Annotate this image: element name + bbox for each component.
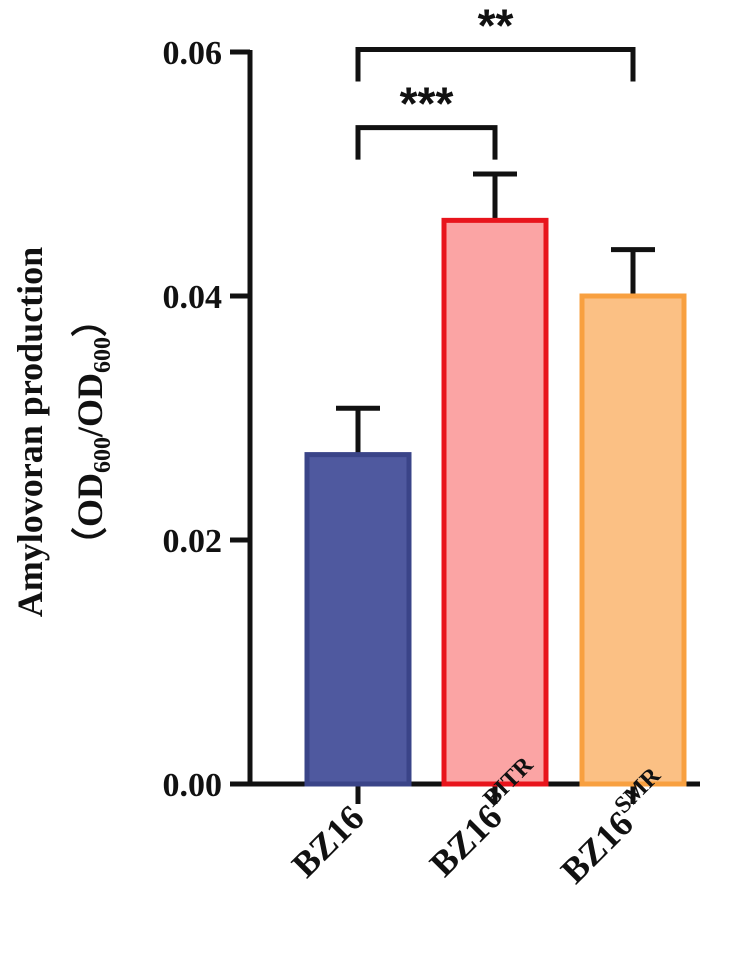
y-tick-label-1: 0.02 bbox=[163, 523, 223, 560]
category-label-0: BZ16 bbox=[284, 797, 372, 885]
bar-2 bbox=[579, 293, 687, 787]
y-axis-title-line1: Amylovoran production bbox=[10, 247, 50, 617]
category-label-text-0: BZ16 bbox=[284, 797, 372, 885]
bars bbox=[304, 171, 687, 787]
y-tick-label-2: 0.04 bbox=[163, 279, 223, 316]
bar-1 bbox=[441, 217, 549, 787]
y-axis-unit: （OD600/OD600） bbox=[70, 301, 116, 563]
significance-brackets: ***** bbox=[355, 0, 636, 160]
y-tick-label-0: 0.00 bbox=[163, 767, 223, 804]
y-tick-label-3: 0.06 bbox=[163, 35, 223, 72]
sig-label-0: ** bbox=[478, 0, 514, 52]
y-axis-title: Amylovoran production bbox=[10, 247, 50, 617]
sig-bracket-1 bbox=[355, 125, 498, 160]
sig-bracket-0 bbox=[355, 47, 636, 82]
bar-0 bbox=[304, 452, 412, 787]
y-axis-unit-text: （OD600/OD600） bbox=[70, 301, 116, 563]
sig-label-1: *** bbox=[400, 78, 454, 130]
